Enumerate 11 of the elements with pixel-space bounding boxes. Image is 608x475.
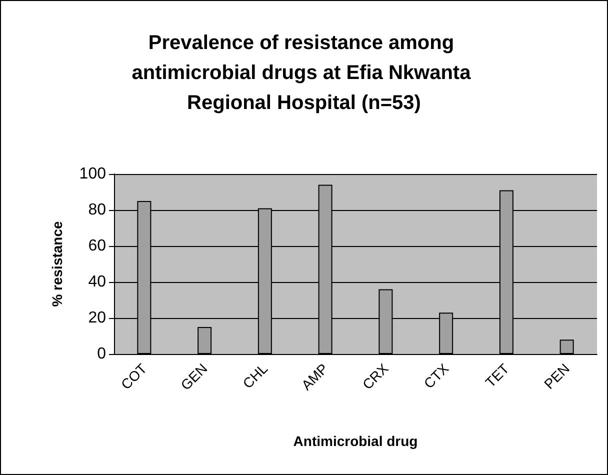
y-tick-label: 100 bbox=[79, 166, 106, 182]
x-axis-title: Antimicrobial drug bbox=[293, 433, 418, 449]
y-tick-label: 40 bbox=[88, 274, 106, 290]
y-axis-title: % resistance bbox=[49, 220, 65, 307]
y-tick-label: 0 bbox=[97, 346, 106, 362]
x-tick-label: CHL bbox=[239, 360, 271, 392]
y-tick-label: 20 bbox=[88, 310, 106, 326]
chart-title: Prevalence of resistance among antimicrobial drugs at Efia Nkwanta Regional Hospital (n=53) bbox=[132, 32, 476, 114]
y-tick-label: 60 bbox=[88, 238, 106, 254]
x-tick-label: TET bbox=[482, 360, 512, 390]
y-tick-label: 80 bbox=[88, 202, 106, 218]
